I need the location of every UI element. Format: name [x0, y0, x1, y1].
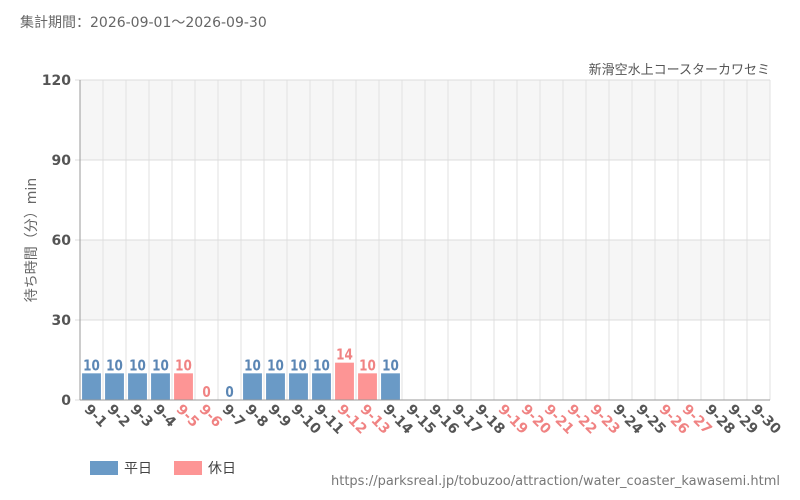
bar: [105, 373, 124, 400]
bar: [335, 362, 354, 400]
bar: [381, 373, 400, 400]
x-tick-label: 9-2: [104, 402, 133, 431]
legend-item-holiday: 休日: [174, 458, 236, 478]
bars: [82, 362, 400, 400]
legend-item-weekday: 平日: [90, 458, 152, 478]
bar-value-label: 10: [152, 357, 169, 375]
bar-value-label: 10: [129, 357, 146, 375]
y-tick-label: 30: [52, 313, 72, 329]
bar: [151, 373, 170, 400]
bar: [243, 373, 262, 400]
x-tick-label: 9-1: [81, 402, 110, 431]
bar-value-label: 10: [359, 357, 376, 375]
x-tick-labels: 9-19-29-39-49-59-69-79-89-99-109-119-129…: [81, 402, 784, 438]
bar-value-label: 10: [83, 357, 100, 375]
bar-value-label: 14: [336, 346, 353, 364]
bar-value-label: 10: [382, 357, 399, 375]
x-tick-label: 9-7: [219, 402, 248, 431]
y-tick-label: 0: [61, 393, 71, 409]
y-tick-labels: 0 30 60 90 120: [42, 73, 71, 409]
x-tick-label: 9-8: [242, 402, 271, 431]
bar-value-label: 10: [175, 357, 192, 375]
bar: [312, 373, 331, 400]
bar: [289, 373, 308, 400]
chart-title: 新滑空水上コースターカワセミ: [589, 62, 770, 78]
bar: [128, 373, 147, 400]
bar: [266, 373, 285, 400]
y-tick-label: 90: [52, 153, 72, 169]
y-tick-label: 60: [52, 233, 72, 249]
bar-value-label: 10: [267, 357, 284, 375]
y-tick-label: 120: [42, 73, 71, 89]
bar-value-label: 10: [313, 357, 330, 375]
bar-value-label: 10: [290, 357, 307, 375]
legend-swatch-weekday: [90, 461, 118, 475]
legend-swatch-holiday: [174, 461, 202, 475]
x-tick-label: 9-4: [150, 402, 179, 431]
legend: 平日 休日: [90, 458, 236, 478]
bar-value-label: 0: [225, 384, 233, 402]
x-tick-label: 9-9: [265, 402, 294, 431]
bar-value-label: 10: [106, 357, 123, 375]
period-label: 集計期間：2026-09-01～2026-09-30: [20, 15, 267, 31]
source-url: https://parksreal.jp/tobuzoo/attraction/…: [330, 474, 780, 489]
x-tick-label: 9-5: [173, 402, 202, 431]
bar: [358, 373, 377, 400]
vertical-gridlines: [102, 80, 771, 400]
x-tick-label: 9-3: [127, 402, 156, 431]
legend-label-holiday: 休日: [208, 461, 236, 477]
bar-value-label: 0: [202, 384, 210, 402]
legend-label-weekday: 平日: [124, 461, 152, 477]
y-axis-label: 待ち時間（分）min: [24, 178, 40, 302]
x-tick-label: 9-6: [196, 402, 225, 431]
bar: [174, 373, 193, 400]
bar: [82, 373, 101, 400]
bar-value-labels: 10 10 10 10 10 0 0 10 10 10 10 14 10 10: [83, 346, 399, 401]
bar-value-label: 10: [244, 357, 261, 375]
